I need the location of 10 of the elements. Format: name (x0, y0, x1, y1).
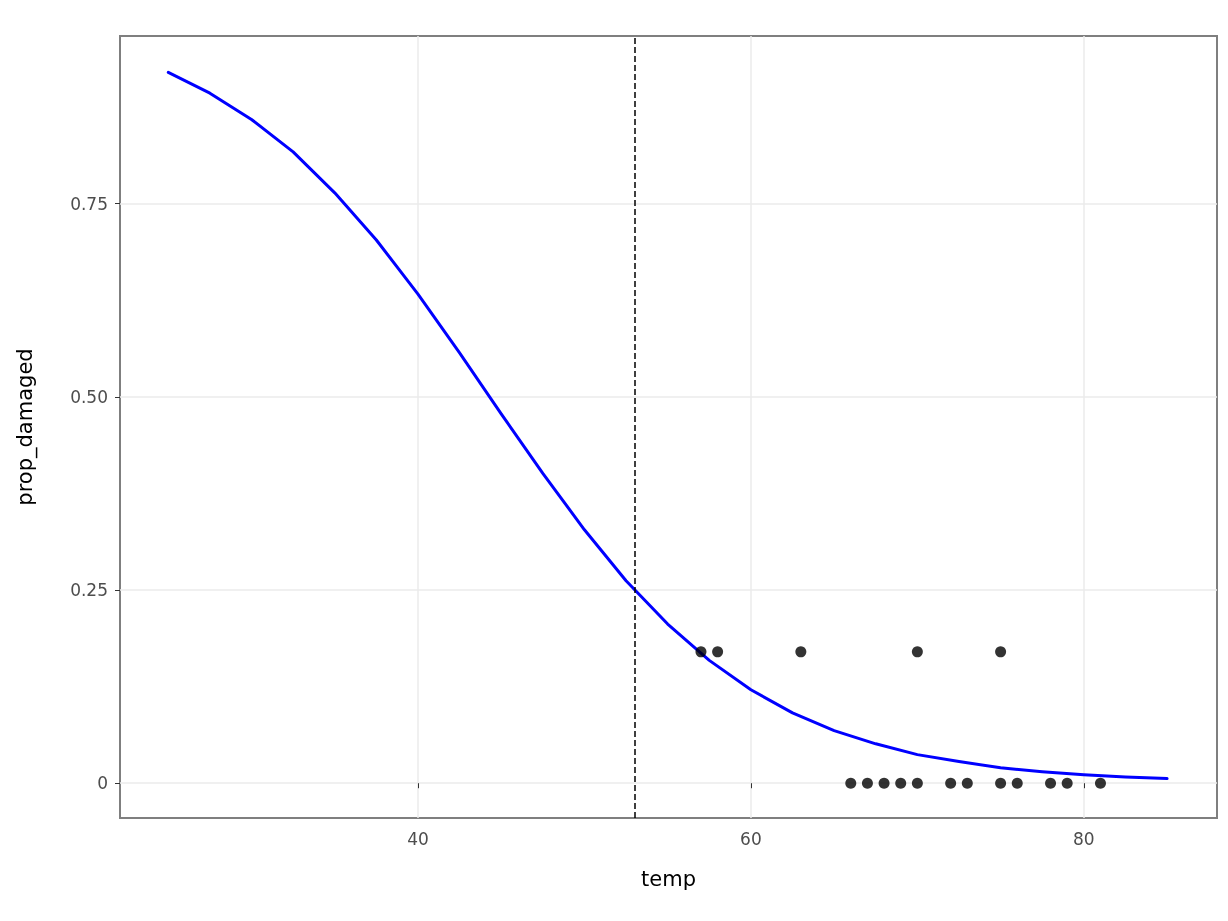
line-series (166, 70, 1169, 781)
x-tick-label: 80 (1073, 828, 1095, 849)
x-tick-label: 40 (407, 828, 429, 849)
y-tick-label: 0.25 (70, 580, 108, 601)
y-tick-label: 0.75 (70, 193, 108, 214)
x-axis-title: temp (641, 866, 696, 891)
x-tick-label: 60 (740, 828, 762, 849)
y-tick-label: 0 (97, 773, 108, 794)
y-axis-title: prop_damaged (12, 348, 38, 506)
y-tick-label: 0.50 (70, 386, 108, 407)
